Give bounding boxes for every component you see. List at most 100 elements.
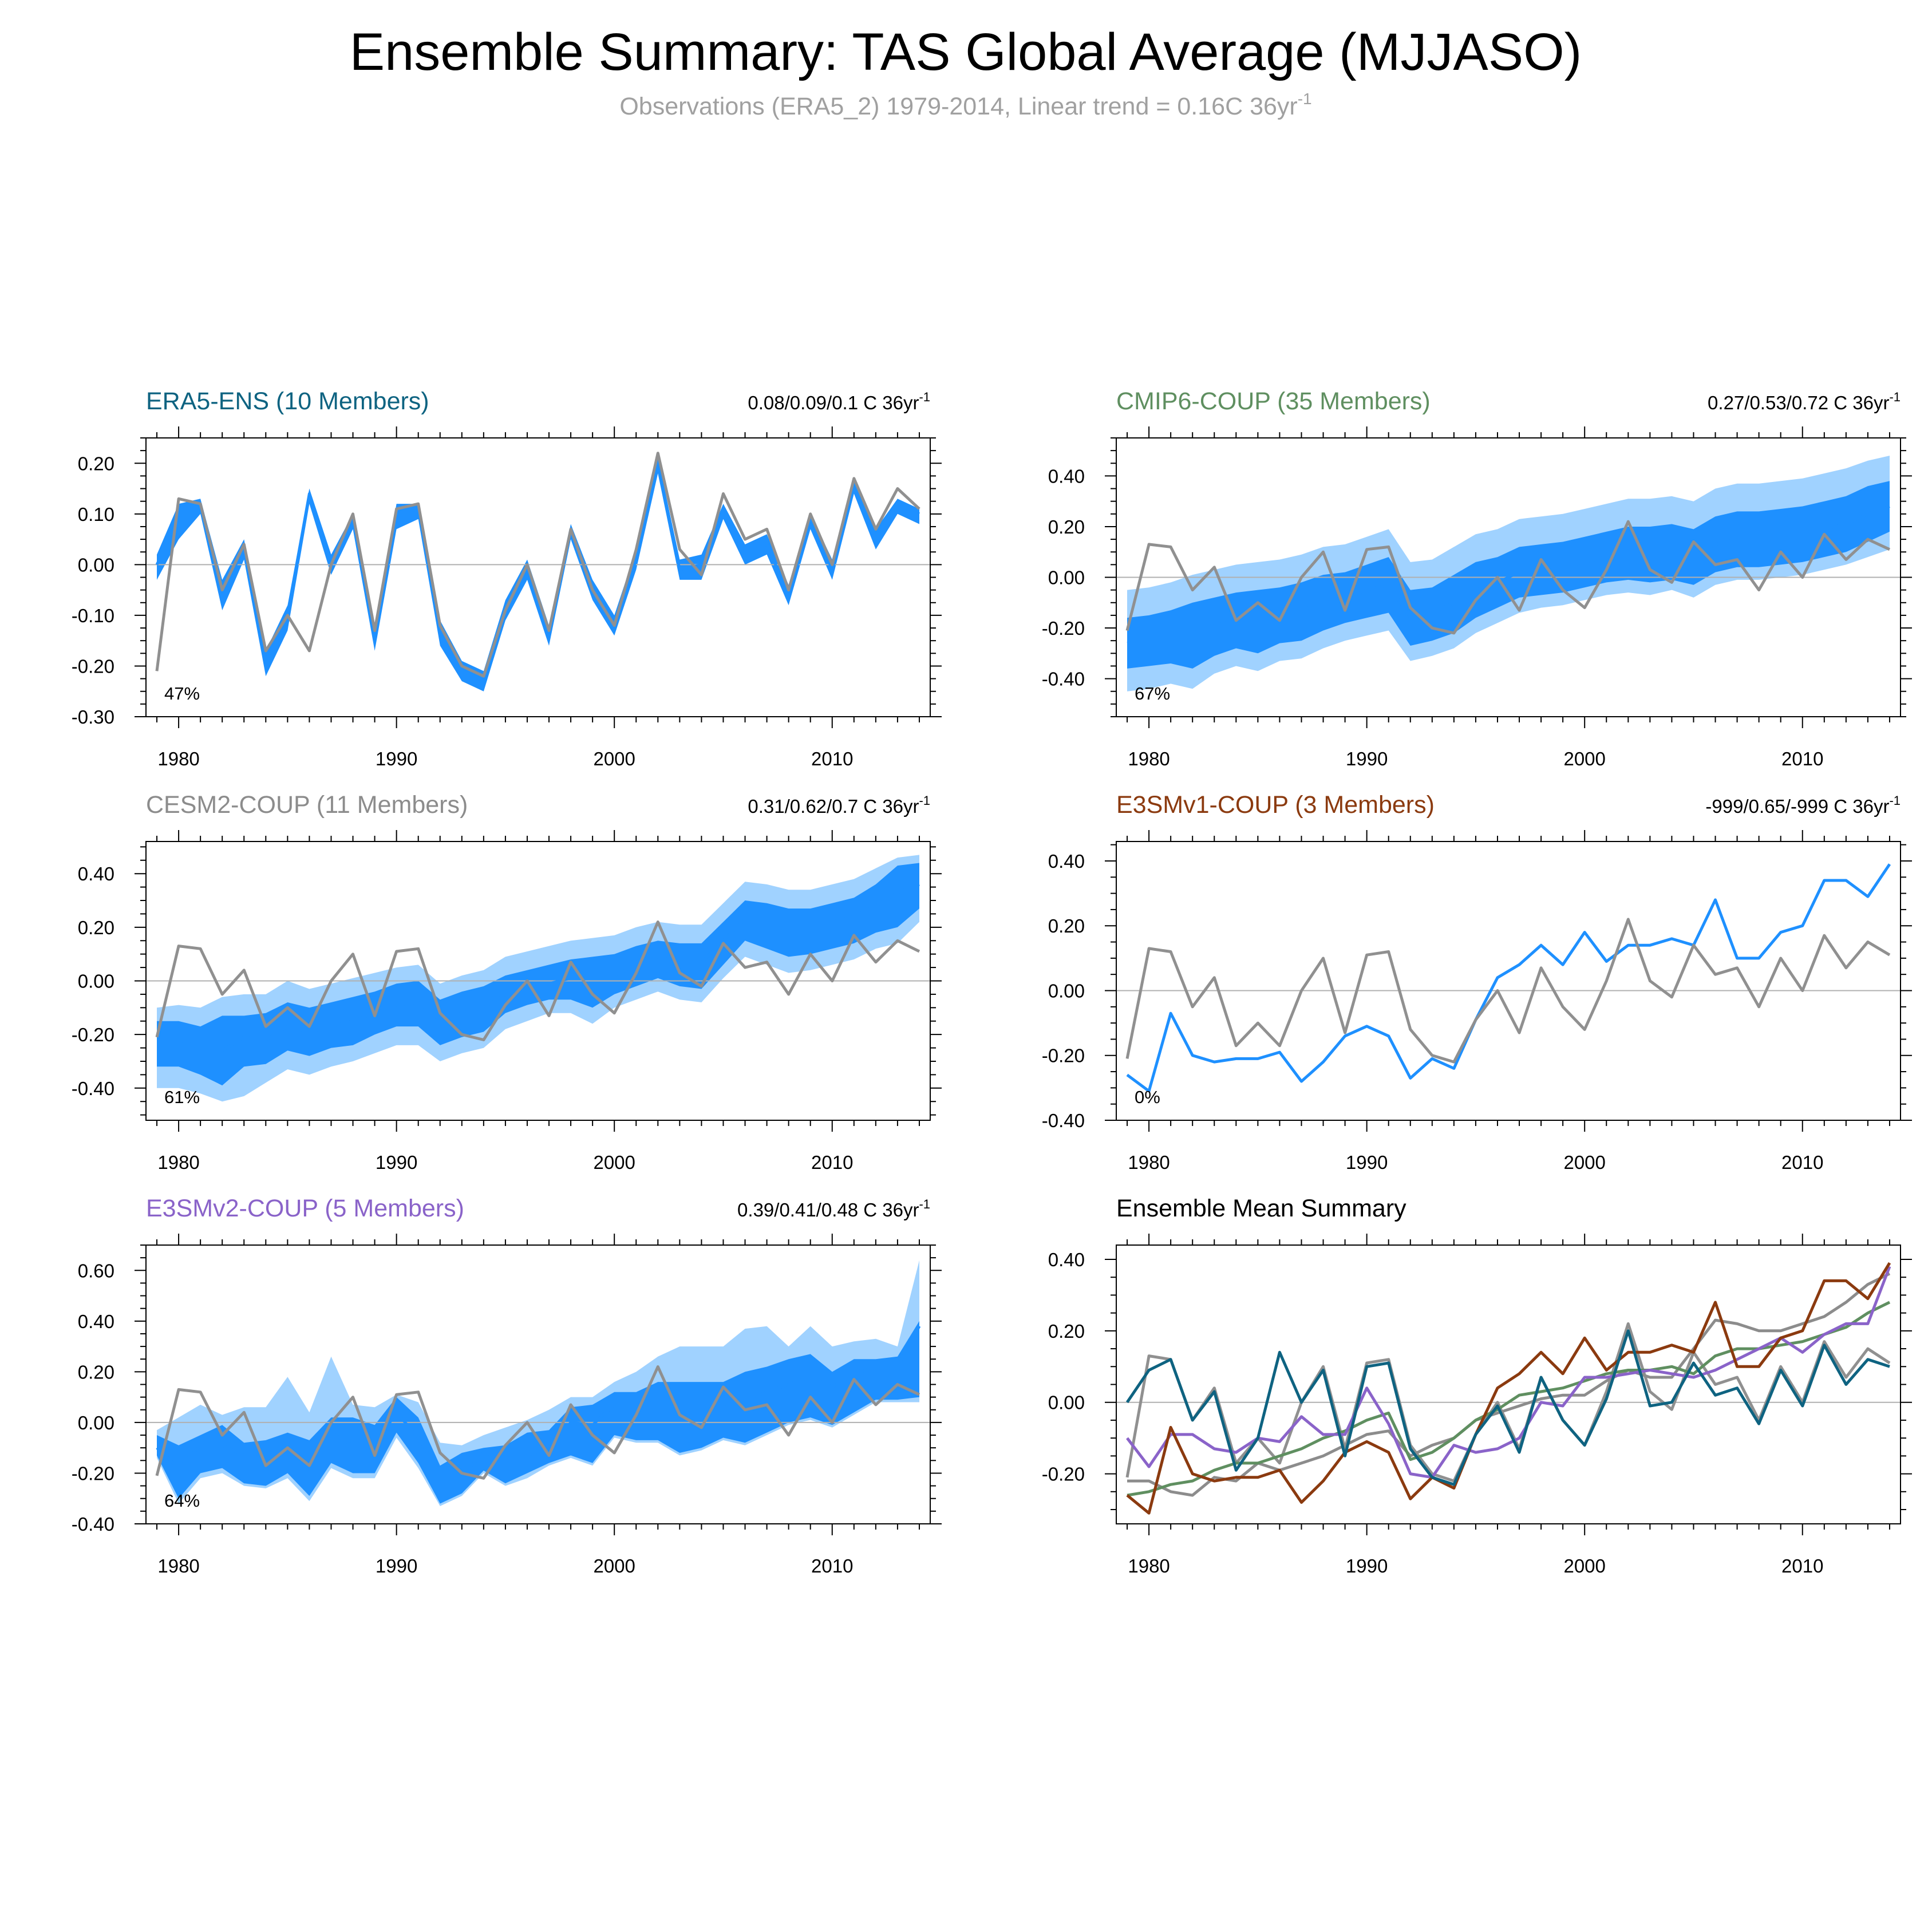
y-tick-label: -0.30: [72, 706, 114, 728]
y-tick-label: 0.40: [1048, 465, 1085, 487]
subtitle-text: Observations (ERA5_2) 1979-2014, Linear …: [619, 93, 1297, 120]
x-tick-label: 1990: [376, 1555, 417, 1577]
y-tick-label: -0.20: [72, 655, 114, 677]
x-tick-label: 2010: [1781, 748, 1823, 769]
trend-text: -999/0.65/-999 C 36yr: [1705, 796, 1889, 817]
x-tick-label: 2010: [811, 1152, 853, 1173]
x-tick-label: 2010: [811, 748, 853, 769]
y-tick-label: 0.40: [78, 863, 114, 884]
trend-superscript: -1: [1889, 793, 1901, 808]
y-tick-label: 0.20: [78, 453, 114, 474]
percent-label: 67%: [1135, 683, 1170, 704]
panel-title: CMIP6-COUP (35 Members): [1116, 388, 1431, 415]
x-tick-label: 1980: [1128, 748, 1170, 769]
panel-title: ERA5-ENS (10 Members): [146, 388, 429, 415]
trend-label: 0.08/0.09/0.1 C 36yr-1: [748, 390, 930, 413]
panel-e3smv2: E3SMv2-COUP (5 Members) 0.39/0.41/0.48 C …: [72, 1195, 942, 1577]
x-tick-label: 2000: [593, 1152, 635, 1173]
y-tick-label: 0.40: [78, 1311, 114, 1332]
panel-title: E3SMv1-COUP (3 Members): [1116, 791, 1435, 819]
y-tick-label: 0.00: [78, 971, 114, 992]
x-tick-label: 1980: [157, 1152, 199, 1173]
trend-label: 0.31/0.62/0.7 C 36yr-1: [748, 793, 930, 817]
x-tick-label: 1980: [157, 1555, 199, 1577]
y-tick-label: -0.20: [1042, 1045, 1085, 1066]
y-tick-label: 0.20: [78, 917, 114, 938]
trend-label: -999/0.65/-999 C 36yr-1: [1705, 793, 1901, 817]
y-tick-label: 0.40: [1048, 851, 1085, 872]
y-tick-label: -0.20: [1042, 618, 1085, 639]
y-tick-label: -0.40: [1042, 1110, 1085, 1131]
trend-superscript: -1: [919, 1197, 930, 1211]
y-tick-label: 0.20: [1048, 1321, 1085, 1342]
series-line-cesm2: [1127, 1272, 1891, 1497]
x-tick-label: 2000: [1563, 1152, 1605, 1173]
figure-title: Ensemble Summary: TAS Global Average (MJ…: [350, 23, 1582, 81]
band-p10-p90: [157, 863, 919, 1086]
panel-e3smv1: E3SMv1-COUP (3 Members) -999/0.65/-999 C …: [1042, 791, 1912, 1173]
trend-superscript: -1: [1889, 390, 1901, 404]
ensemble-mean-line: [1126, 863, 1891, 1093]
panels-group: ERA5-ENS (10 Members) 0.08/0.09/0.1 C 36y…: [72, 388, 1912, 1577]
panel-title: Ensemble Mean Summary: [1116, 1195, 1406, 1222]
plot-frame: [1116, 841, 1901, 1121]
observations-line: [155, 1365, 920, 1480]
subtitle-superscript: -1: [1298, 90, 1312, 108]
y-tick-label: 0.00: [78, 1412, 114, 1433]
y-tick-label: -0.40: [72, 1078, 114, 1099]
figure-subtitle: Observations (ERA5_2) 1979-2014, Linear …: [619, 90, 1311, 120]
panel-era5: ERA5-ENS (10 Members) 0.08/0.09/0.1 C 36y…: [72, 388, 942, 769]
panel-title: CESM2-COUP (11 Members): [146, 791, 468, 819]
x-tick-label: 1980: [157, 748, 199, 769]
panel-cesm2: CESM2-COUP (11 Members) 0.31/0.62/0.7 C 3…: [72, 791, 942, 1173]
y-tick-label: 0.10: [78, 504, 114, 525]
x-tick-label: 2010: [811, 1555, 853, 1577]
trend-label: 0.27/0.53/0.72 C 36yr-1: [1708, 390, 1901, 413]
trend-superscript: -1: [919, 390, 930, 404]
x-tick-label: 1990: [1346, 748, 1388, 769]
percent-label: 61%: [164, 1087, 200, 1107]
percent-label: 64%: [164, 1491, 200, 1511]
y-tick-label: 0.20: [1048, 516, 1085, 538]
y-tick-label: 0.20: [1048, 915, 1085, 937]
band-p10-p90: [1127, 481, 1890, 669]
observations-line: [155, 920, 920, 1041]
panel-summary: Ensemble Mean Summary -0.20 0.00 0.20 0.40 19…: [1042, 1195, 1912, 1577]
x-tick-label: 2010: [1781, 1152, 1823, 1173]
trend-text: 0.27/0.53/0.72 C 36yr: [1708, 392, 1889, 413]
trend-text: 0.08/0.09/0.1 C 36yr: [748, 392, 919, 413]
y-tick-label: 0.00: [1048, 1392, 1085, 1413]
x-tick-label: 2000: [1563, 748, 1605, 769]
observations-line: [1125, 918, 1891, 1064]
observations-line: [155, 452, 920, 678]
x-tick-label: 2000: [593, 1555, 635, 1577]
y-tick-label: 0.20: [78, 1361, 114, 1382]
observations-line: [1125, 520, 1891, 635]
x-tick-label: 1990: [376, 1152, 417, 1173]
y-tick-label: 0.00: [1048, 567, 1085, 588]
y-tick-label: 0.00: [78, 554, 114, 575]
ensemble-mean-line: [1127, 505, 1890, 645]
y-tick-label: -0.20: [72, 1024, 114, 1045]
y-tick-label: 0.00: [1048, 980, 1085, 1001]
series-line-e3smv2: [1126, 1266, 1891, 1479]
trend-label: 0.39/0.41/0.48 C 36yr-1: [737, 1197, 930, 1220]
series-line-era5: [1125, 1329, 1890, 1486]
percent-label: 47%: [164, 683, 200, 704]
x-tick-label: 1980: [1128, 1555, 1170, 1577]
y-tick-label: 0.60: [78, 1260, 114, 1281]
y-tick-label: -0.10: [72, 605, 114, 626]
panel-cmip6: CMIP6-COUP (35 Members) 0.27/0.53/0.72 C …: [1042, 388, 1912, 769]
trend-text: 0.39/0.41/0.48 C 36yr: [737, 1199, 919, 1220]
plot-frame: [145, 437, 931, 717]
y-tick-label: 0.40: [1048, 1249, 1085, 1270]
x-tick-label: 1990: [1346, 1555, 1388, 1577]
trend-superscript: -1: [919, 793, 930, 808]
y-tick-label: -0.20: [1042, 1464, 1085, 1485]
y-tick-label: -0.40: [1042, 669, 1085, 690]
band-p10-p90: [157, 1321, 919, 1504]
x-tick-label: 1980: [1128, 1152, 1170, 1173]
x-tick-label: 1990: [376, 748, 417, 769]
trend-text: 0.31/0.62/0.7 C 36yr: [748, 796, 919, 817]
